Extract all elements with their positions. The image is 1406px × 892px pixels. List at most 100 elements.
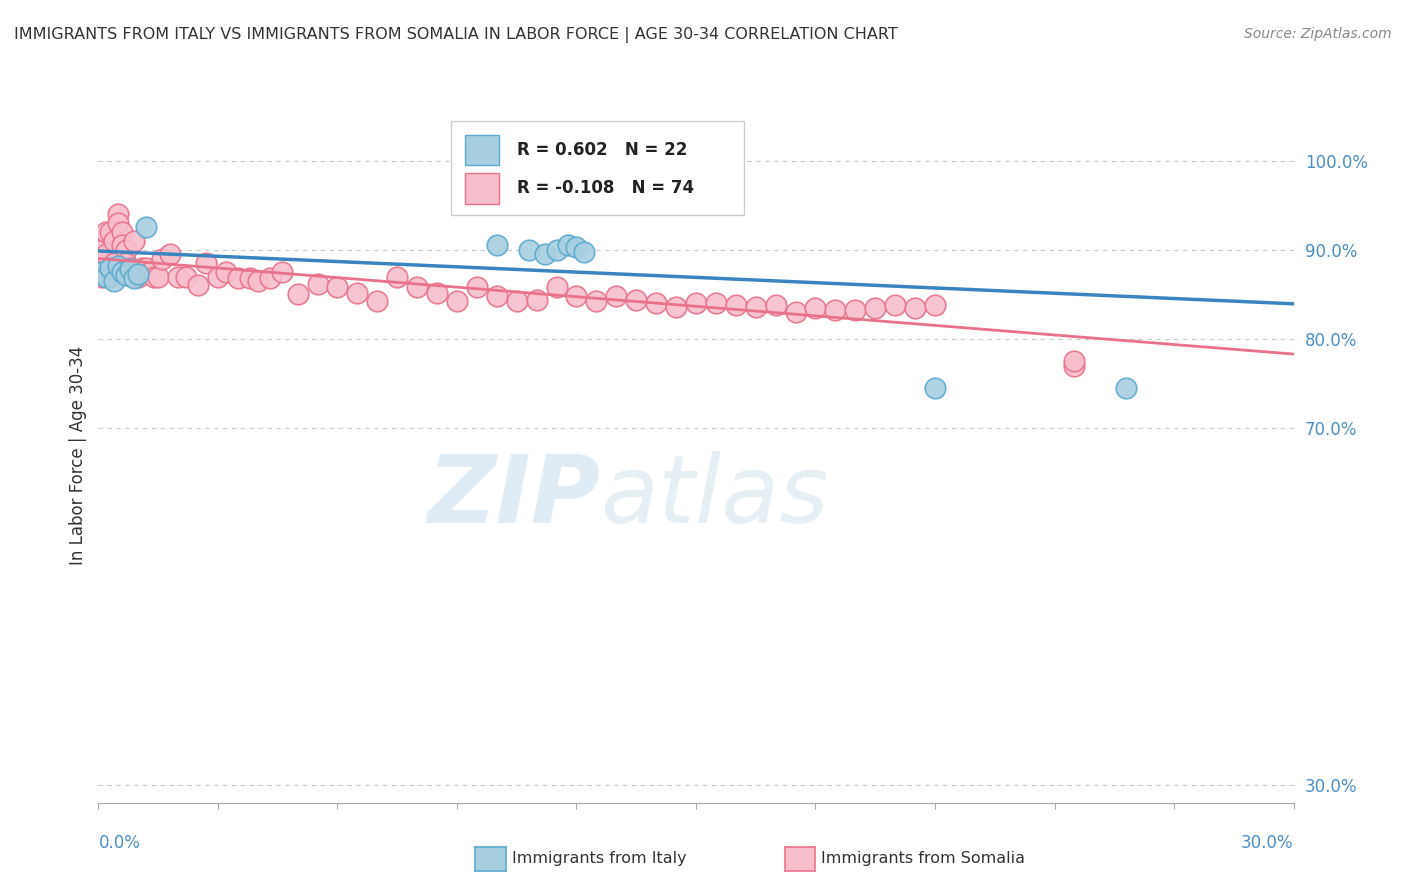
Point bbox=[605, 289, 627, 303]
Point bbox=[446, 294, 468, 309]
Point bbox=[111, 225, 134, 239]
FancyBboxPatch shape bbox=[465, 173, 499, 203]
Text: Immigrants from Somalia: Immigrants from Somalia bbox=[821, 852, 1025, 866]
Point bbox=[685, 296, 707, 310]
Point bbox=[526, 293, 548, 307]
Point bbox=[91, 269, 114, 284]
Point bbox=[259, 271, 281, 285]
Point bbox=[103, 274, 125, 288]
Point bbox=[195, 256, 218, 270]
Point bbox=[115, 268, 138, 282]
Point bbox=[704, 296, 727, 310]
Point bbox=[924, 381, 946, 395]
Point bbox=[127, 267, 149, 281]
Point bbox=[100, 225, 122, 239]
Point bbox=[120, 260, 142, 275]
Point bbox=[533, 247, 555, 261]
Point bbox=[517, 243, 540, 257]
Point bbox=[135, 260, 157, 275]
Point bbox=[124, 234, 146, 248]
Text: Immigrants from Italy: Immigrants from Italy bbox=[512, 852, 686, 866]
FancyBboxPatch shape bbox=[451, 121, 744, 215]
Point bbox=[565, 240, 588, 254]
Point bbox=[107, 259, 129, 273]
Point bbox=[557, 238, 579, 252]
Point bbox=[115, 243, 138, 257]
Point bbox=[366, 294, 388, 309]
Point bbox=[96, 225, 118, 239]
Point bbox=[585, 294, 607, 309]
Point bbox=[111, 265, 134, 279]
Point bbox=[91, 265, 114, 279]
Point bbox=[844, 303, 866, 318]
Point bbox=[1063, 354, 1085, 368]
Point bbox=[465, 280, 488, 294]
Point bbox=[215, 265, 238, 279]
Text: 0.0%: 0.0% bbox=[98, 834, 141, 852]
Point bbox=[207, 269, 229, 284]
Point bbox=[804, 301, 827, 315]
Point bbox=[139, 265, 162, 279]
Point bbox=[485, 289, 508, 303]
Point bbox=[187, 278, 209, 293]
Point bbox=[645, 296, 668, 310]
Point bbox=[1115, 381, 1137, 395]
Point bbox=[270, 265, 292, 279]
Point bbox=[150, 252, 173, 266]
Point bbox=[226, 271, 249, 285]
Point bbox=[107, 207, 129, 221]
Text: Source: ZipAtlas.com: Source: ZipAtlas.com bbox=[1244, 27, 1392, 41]
Point bbox=[904, 301, 927, 315]
Point bbox=[924, 298, 946, 312]
Point bbox=[765, 298, 787, 312]
Point bbox=[115, 256, 138, 270]
Point bbox=[546, 280, 568, 294]
Point bbox=[103, 234, 125, 248]
Text: IMMIGRANTS FROM ITALY VS IMMIGRANTS FROM SOMALIA IN LABOR FORCE | AGE 30-34 CORR: IMMIGRANTS FROM ITALY VS IMMIGRANTS FROM… bbox=[14, 27, 898, 43]
Point bbox=[103, 265, 125, 279]
Point bbox=[406, 280, 429, 294]
Text: R = 0.602   N = 22: R = 0.602 N = 22 bbox=[517, 141, 688, 159]
Point bbox=[91, 260, 114, 275]
Point bbox=[546, 243, 568, 257]
Point bbox=[120, 262, 142, 277]
Point bbox=[159, 247, 181, 261]
Point bbox=[565, 289, 588, 303]
Y-axis label: In Labor Force | Age 30-34: In Labor Force | Age 30-34 bbox=[69, 345, 87, 565]
Point bbox=[143, 269, 166, 284]
Point bbox=[385, 269, 409, 284]
Point bbox=[884, 298, 907, 312]
Point bbox=[100, 260, 122, 275]
Point bbox=[239, 271, 262, 285]
Point bbox=[103, 256, 125, 270]
Point bbox=[1063, 359, 1085, 373]
Point bbox=[100, 269, 122, 284]
Point bbox=[863, 301, 887, 315]
Point bbox=[107, 216, 129, 230]
Point bbox=[307, 277, 329, 291]
Point bbox=[785, 305, 807, 319]
Point bbox=[96, 265, 118, 279]
Point bbox=[96, 247, 118, 261]
Text: atlas: atlas bbox=[600, 451, 828, 542]
Point bbox=[581, 153, 603, 168]
Point bbox=[426, 285, 449, 300]
Text: 30.0%: 30.0% bbox=[1241, 834, 1294, 852]
Point bbox=[506, 294, 529, 309]
Point bbox=[111, 238, 134, 252]
Point bbox=[724, 298, 747, 312]
Point bbox=[91, 243, 114, 257]
Point bbox=[824, 302, 846, 317]
Point bbox=[167, 269, 190, 284]
Point bbox=[665, 300, 688, 314]
Point bbox=[246, 274, 269, 288]
Point bbox=[124, 271, 146, 285]
Point bbox=[745, 300, 768, 314]
Point bbox=[485, 238, 508, 252]
Point bbox=[135, 220, 157, 235]
Point bbox=[626, 293, 648, 307]
Point bbox=[287, 287, 309, 301]
Point bbox=[127, 269, 149, 284]
Text: R = -0.108   N = 74: R = -0.108 N = 74 bbox=[517, 179, 693, 197]
Point bbox=[346, 285, 368, 300]
